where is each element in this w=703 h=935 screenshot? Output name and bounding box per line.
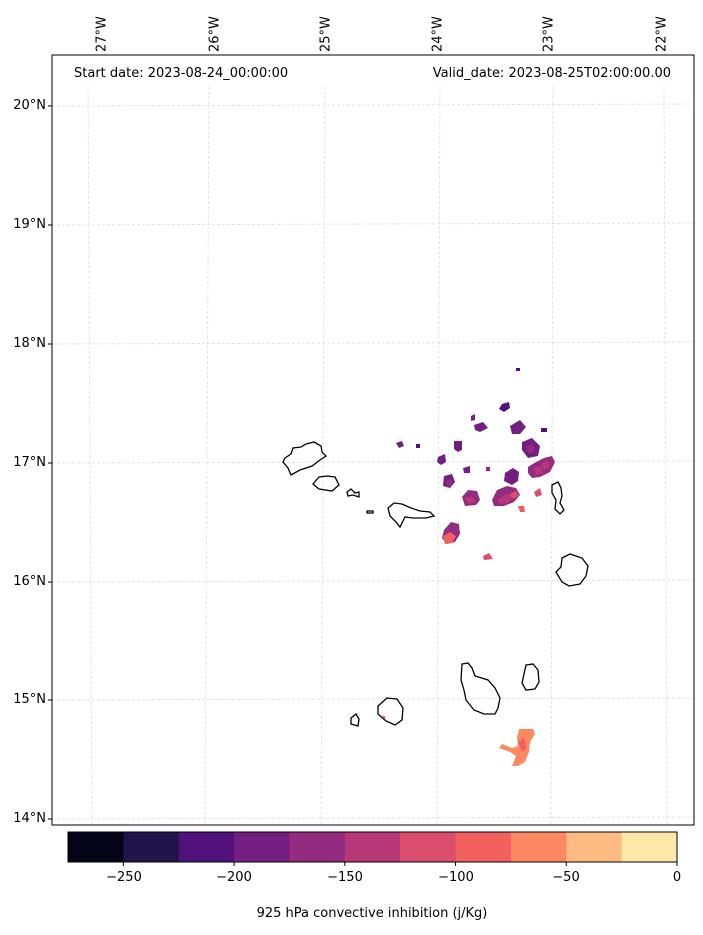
cin-cell (499, 402, 510, 412)
colorbar-tick-label: −200 (216, 870, 252, 885)
cin-cell (534, 488, 542, 497)
colorbar-segment (510, 832, 567, 862)
cin-cell (396, 441, 404, 448)
cin-cell (446, 479, 452, 486)
parallel-15n (51, 697, 695, 701)
meridian-23w (550, 85, 554, 826)
island-fogo (377, 697, 404, 726)
cin-cell (541, 460, 550, 470)
cin-cell (465, 496, 476, 504)
colorbar-segment (455, 832, 512, 862)
parallel-16n (51, 579, 695, 583)
colorbar-segment (289, 832, 346, 862)
island-santo-antao (282, 441, 328, 476)
lat-label-19n: 19°N (13, 217, 46, 232)
island-branco (366, 510, 374, 514)
parallel-14n (51, 816, 695, 820)
colorbar-tick-label: −50 (552, 870, 580, 885)
lat-label-15n: 15°N (13, 692, 46, 707)
lon-label-22w: 22°W (654, 16, 670, 52)
map-frame (51, 54, 695, 826)
cin-cell (474, 422, 488, 432)
coastlines (282, 441, 589, 727)
lat-ticks (48, 105, 52, 820)
colorbar-tick-label: −100 (438, 870, 474, 885)
colorbar-label: 925 hPa convective inhibition (j/Kg) (256, 906, 488, 921)
lat-label-16n: 16°N (13, 574, 46, 589)
island-sao-vicente (312, 475, 340, 492)
cin-cell (443, 532, 456, 544)
meridian-27w (87, 85, 93, 826)
lon-label-26w: 26°W (207, 16, 223, 52)
colorbar-tick-label: −250 (106, 870, 142, 885)
colorbar-segment (178, 832, 235, 862)
cin-cell (454, 441, 462, 452)
meridian-24w (436, 85, 441, 826)
meridian-26w (204, 85, 210, 826)
lat-label-20n: 20°N (13, 98, 46, 113)
parallel-18n (51, 341, 695, 345)
cin-cell (518, 738, 527, 752)
cin-cell (497, 494, 514, 504)
start-date-label: Start date: 2023-08-24_00:00:00 (74, 66, 289, 81)
colorbar-segment (344, 832, 401, 862)
lon-label-27w: 27°W (94, 16, 110, 52)
cin-cell (486, 467, 490, 471)
cin-contours (382, 368, 555, 766)
colorbar-segment (566, 832, 623, 862)
cin-cell (510, 491, 519, 499)
cin-cell (510, 420, 526, 434)
meridian-25w (320, 85, 326, 826)
cin-cell (526, 444, 535, 454)
parallel-20n (51, 103, 695, 107)
cin-cell (499, 729, 535, 766)
colorbar-tick-label: −150 (327, 870, 363, 885)
cin-cell (382, 715, 386, 719)
lon-label-25w: 25°W (318, 16, 334, 52)
cin-cell (504, 468, 519, 485)
gridlines (51, 85, 695, 826)
colorbar-frame (67, 831, 678, 863)
meridian-22w (663, 85, 668, 826)
cin-cell (534, 466, 543, 475)
island-santa-luzia (346, 488, 360, 498)
cin-cell (541, 428, 547, 432)
lon-label-23w: 23°W (541, 16, 557, 52)
parallel-17n (51, 460, 695, 464)
island-sal (551, 481, 565, 515)
colorbar-segment (400, 832, 457, 862)
island-sao-nicolau (387, 502, 436, 529)
lat-label-18n: 18°N (13, 336, 46, 351)
island-boa-vista (555, 553, 589, 587)
cin-cell (437, 454, 446, 465)
island-maio (521, 663, 540, 691)
cin-cell (528, 456, 555, 478)
cin-cell (416, 444, 420, 448)
cin-cell (518, 506, 525, 512)
valid-date-label: Valid_date: 2023-08-25T02:00:00.00 (432, 66, 671, 81)
lon-label-24w: 24°W (430, 16, 446, 52)
colorbar (67, 831, 678, 866)
colorbar-segment (68, 832, 124, 862)
cin-cell (471, 414, 475, 421)
island-brava (350, 713, 360, 727)
lat-label-17n: 17°N (13, 455, 46, 470)
colorbar-segment (123, 832, 180, 862)
colorbar-tick-label: 0 (672, 870, 682, 885)
cin-cell (483, 553, 493, 560)
island-santiago (460, 662, 501, 715)
cin-cell (463, 466, 470, 473)
lat-label-14n: 14°N (13, 811, 46, 826)
cin-cell (516, 368, 520, 371)
colorbar-segment (234, 832, 290, 862)
parallel-19n (51, 222, 695, 226)
colorbar-segment (621, 832, 678, 862)
